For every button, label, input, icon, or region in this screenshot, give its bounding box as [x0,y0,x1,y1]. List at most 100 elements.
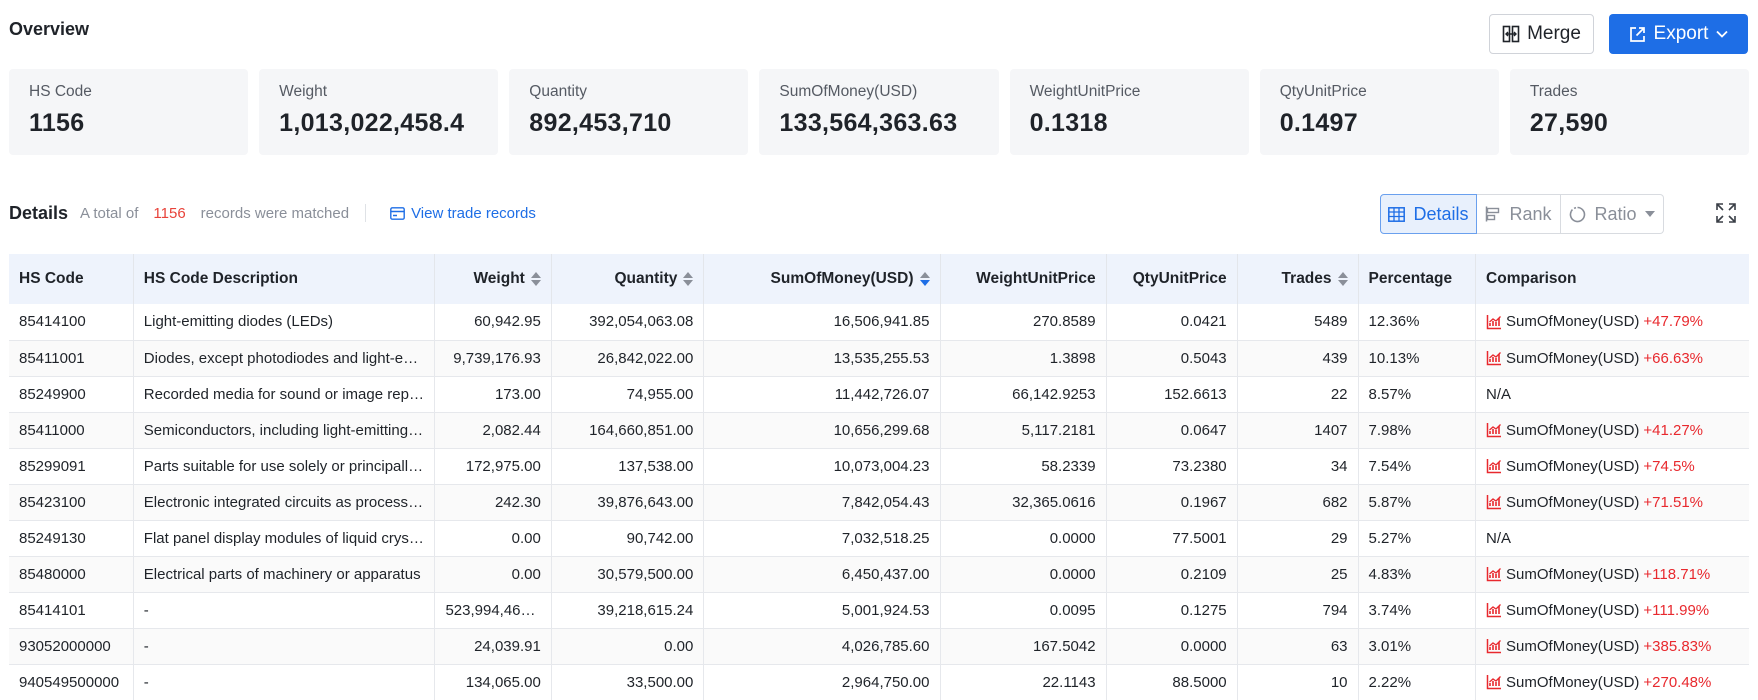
cell-percentage: 8.57% [1358,376,1477,413]
tab-ratio[interactable]: Ratio [1561,194,1664,234]
trend-chart-icon[interactable] [1486,458,1502,474]
tab-details[interactable]: Details [1380,194,1477,234]
comparison-metric: SumOfMoney(USD) [1506,349,1640,367]
export-label: Export [1653,23,1709,44]
comparison-change: +385.83% [1643,637,1712,655]
cell-trades: 25 [1237,556,1359,593]
trend-chart-icon[interactable] [1486,602,1502,618]
total-count: 1156 [153,204,186,222]
cell-hs-code: 85414101 [9,592,134,629]
cell-hs-code: 940549500000 [9,664,134,700]
cell-weight: 523,994,469... [434,592,552,629]
card-label: Quantity [529,83,588,100]
sort-desc-active-icon[interactable] [919,271,930,286]
cell-description: - [133,628,436,665]
col-weight[interactable]: Weight [434,254,552,304]
card-icon [390,206,405,220]
trend-chart-icon[interactable] [1486,314,1502,330]
table-row[interactable]: 85411000 Semiconductors, including light-… [9,412,1749,449]
sort-icon[interactable] [1337,271,1348,286]
sort-icon[interactable] [530,271,541,286]
comparison-change: +71.51% [1643,493,1704,511]
cell-comparison: SumOfMoney(USD) +41.27% [1475,412,1749,449]
table-row[interactable]: 85480000 Electrical parts of machinery or… [9,556,1749,593]
col-label: Percentage [1368,270,1453,287]
col-comparison: Comparison [1475,254,1749,304]
cell-quantity: 90,742.00 [551,520,705,557]
cell-weight: 172,975.00 [434,448,552,485]
trend-chart-icon[interactable] [1486,638,1502,654]
col-label: Trades [1281,270,1332,287]
view-trade-records-link[interactable]: View trade records [390,205,536,222]
cell-weight-unit-price: 0.0095 [940,592,1107,629]
col-percentage: Percentage [1358,254,1477,304]
table-header-row: HS Code HS Code Description Weight Quant… [9,254,1749,304]
cell-percentage: 5.87% [1358,484,1477,521]
trend-chart-icon[interactable] [1486,674,1502,690]
comparison-change: +111.99% [1643,601,1710,619]
table-row[interactable]: 93052000000-24,039.91 0.00 4,026,785.60 167… [9,628,1749,665]
trend-chart-icon[interactable] [1486,494,1502,510]
comparison-na: N/A [1486,529,1512,547]
table-row[interactable]: 85249130 Flat panel display modules of li… [9,520,1749,557]
cell-comparison: SumOfMoney(USD) +71.51% [1475,484,1749,521]
cell-weight-unit-price: 167.5042 [940,628,1107,665]
table-row[interactable]: 85249900 Recorded media for sound or imag… [9,376,1749,413]
cell-qty-unit-price: 152.6613 [1106,376,1238,413]
cell-quantity: 30,579,500.00 [551,556,705,593]
cell-quantity: 26,842,022.00 [551,340,705,377]
tab-rank[interactable]: Rank [1477,194,1561,234]
table-row[interactable]: 85414101-523,994,469... 39,218,615.24 5,00… [9,592,1749,629]
merge-icon [1502,25,1520,43]
export-icon [1629,26,1645,42]
card-value: 892,453,710 [529,109,672,137]
trend-chart-icon[interactable] [1486,350,1502,366]
tab-details-label: Details [1413,203,1469,224]
col-description: HS Code Description [133,254,436,304]
cell-percentage: 10.13% [1358,340,1477,377]
cell-description: Light-emitting diodes (LEDs) [133,304,436,341]
cell-percentage: 12.36% [1358,304,1477,341]
tab-ratio-label: Ratio [1594,203,1637,224]
cell-hs-code: 85249900 [9,376,134,413]
cell-trades: 10 [1237,664,1359,700]
trend-chart-icon[interactable] [1486,566,1502,582]
comparison-metric: SumOfMoney(USD) [1506,457,1640,475]
cell-trades: 63 [1237,628,1359,665]
cell-weight-unit-price: 22.1143 [940,664,1107,700]
details-table: HS Code HS Code Description Weight Quant… [9,254,1749,700]
table-row[interactable]: 85299091 Parts suitable for use solely or… [9,448,1749,485]
table-row[interactable]: 85414100 Light-emitting diodes (LEDs) 60,9… [9,304,1749,341]
cell-comparison: N/A [1475,520,1749,557]
col-sum-of-money[interactable]: SumOfMoney(USD) [703,254,941,304]
cell-sum-of-money: 10,656,299.68 [703,412,941,449]
cell-trades: 1407 [1237,412,1359,449]
table-icon [1388,206,1406,222]
card-label: Trades [1529,83,1578,100]
chevron-down-icon [1716,30,1729,38]
cell-percentage: 7.98% [1358,412,1477,449]
fullscreen-icon[interactable] [1716,203,1736,223]
card-weight-unit-price: WeightUnitPrice 0.1318 [1009,69,1249,155]
cell-description: - [133,592,436,629]
sort-icon[interactable] [683,271,694,286]
cell-trades: 29 [1237,520,1359,557]
cell-trades: 682 [1237,484,1359,521]
col-label: QtyUnitPrice [1132,270,1227,287]
cell-trades: 794 [1237,592,1359,629]
details-bar: Details A total of 1156 records were mat… [9,200,536,226]
comparison-metric: SumOfMoney(USD) [1506,313,1640,331]
cell-hs-code: 93052000000 [9,628,134,665]
trend-chart-icon[interactable] [1486,422,1502,438]
table-row[interactable]: 85411001 Diodes, except photodiodes and l… [9,340,1749,377]
table-row[interactable]: 85423100 Electronic integrated circuits a… [9,484,1749,521]
col-trades[interactable]: Trades [1237,254,1359,304]
table-row[interactable]: 940549500000-134,065.00 33,500.00 2,964,75… [9,664,1749,700]
export-button[interactable]: Export [1609,14,1748,54]
card-label: Weight [279,83,328,100]
cell-comparison: SumOfMoney(USD) +47.79% [1475,304,1749,341]
col-quantity[interactable]: Quantity [551,254,705,304]
cell-comparison: SumOfMoney(USD) +118.71% [1475,556,1749,593]
cell-qty-unit-price: 0.0421 [1106,304,1238,341]
merge-button[interactable]: Merge [1489,14,1594,54]
